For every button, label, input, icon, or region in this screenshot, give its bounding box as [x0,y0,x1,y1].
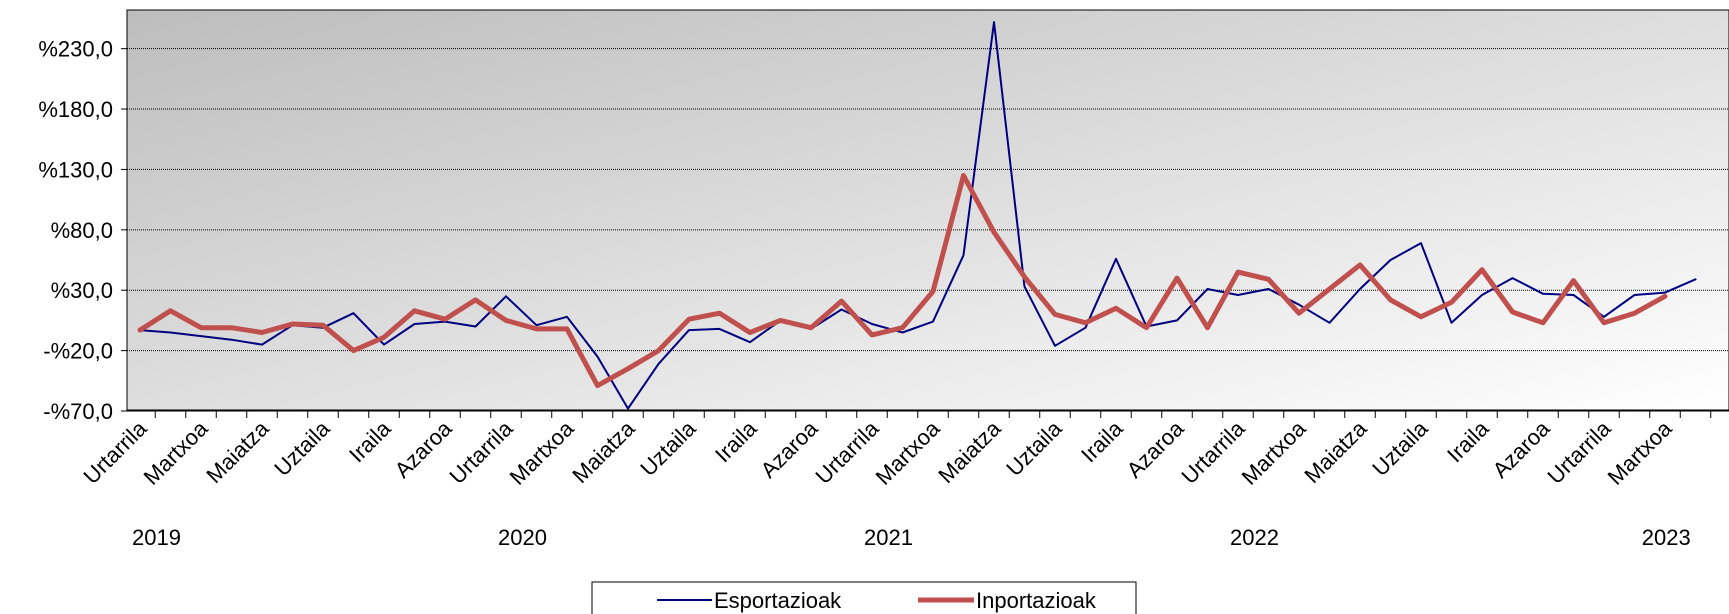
y-tick-label: -%20,0 [43,339,113,364]
x-tick-label: Martxoa [1603,415,1677,489]
series-lines [137,21,1697,410]
year-label: 2020 [498,525,547,550]
year-label: 2019 [132,525,181,550]
x-tick-label: Uztaila [1367,415,1433,481]
x-tick-label: Maiatza [201,415,274,488]
x-tick-label: Urtarrila [1543,415,1617,489]
x-tick-label: Iraila [1076,415,1128,467]
y-tick-label: %180,0 [38,97,113,122]
year-label: 2021 [864,525,913,550]
year-label: 2022 [1230,525,1279,550]
legend: Esportazioak Inportazioak [591,581,1137,614]
x-tick-label: Maiatza [933,415,1006,488]
plot-area [126,9,1729,411]
x-tick-label: Urtarrila [445,415,519,489]
x-tick-label: Iraila [1442,415,1494,467]
x-tick-label: Martxoa [1237,415,1311,489]
x-tick-label: Martxoa [139,415,213,489]
legend-box [591,581,1137,614]
x-tick-label: Uztaila [635,415,701,481]
x-tick-label: Uztaila [269,415,335,481]
y-tick-label: %130,0 [38,157,113,182]
x-tick-label: Iraila [710,415,762,467]
series-line-inportazioak [137,173,1668,389]
gridlines [127,48,1729,352]
year-label: 2023 [1642,525,1691,550]
x-tick-label: Urtarrila [811,415,885,489]
y-tick-label: %230,0 [38,37,113,62]
x-tick-label: Martxoa [505,415,579,489]
x-tick-label: Martxoa [871,415,945,489]
x-tick-label: Maiatza [1299,415,1372,488]
series-line-esportazioak [139,21,1697,410]
x-tick-label: Maiatza [567,415,640,488]
year-labels: 2019 2020 2021 2022 2023 [132,525,1691,550]
y-tick-label: -%70,0 [43,399,113,424]
y-axis-ticks: -%70,0 -%20,0 %30,0 %80,0 %130,0 %180,0 %230,0 [38,37,127,424]
y-tick-label: %30,0 [51,278,113,303]
legend-label-inportazioak: Inportazioak [976,588,1097,613]
x-tick-label: Iraila [344,415,396,467]
legend-label-esportazioak: Esportazioak [714,588,842,613]
x-tick-label: Uztaila [1001,415,1067,481]
x-tick-label: Urtarrila [1177,415,1251,489]
y-tick-label: %80,0 [51,218,113,243]
x-tick-label: Urtarrila [79,415,153,489]
